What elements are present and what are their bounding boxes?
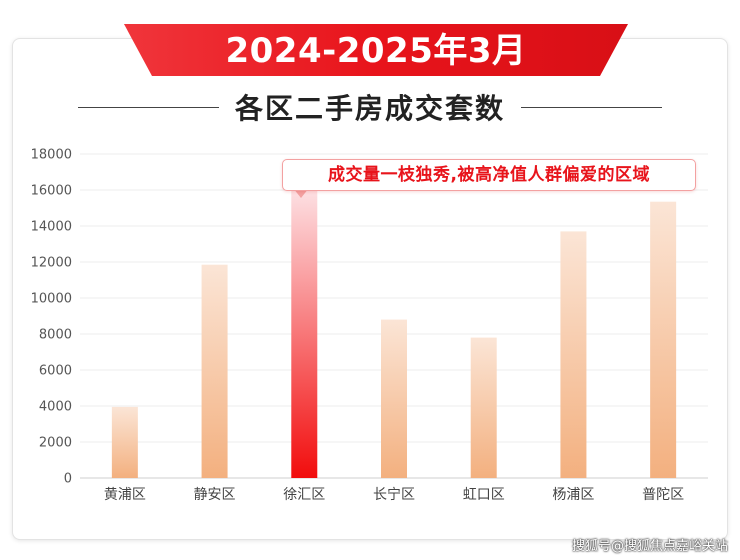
y-tick-label: 8000 (39, 328, 72, 343)
y-tick-label: 16000 (31, 184, 72, 199)
bar (381, 319, 407, 478)
x-axis-ticks: 黄浦区 静安区 徐汇区 长宁区 虹口区 杨浦区 普陀区 (104, 486, 684, 503)
y-tick-label: 14000 (31, 220, 72, 235)
bar (111, 406, 138, 478)
grid-lines (80, 153, 708, 479)
bar (201, 264, 228, 478)
subtitle-right-rule (521, 106, 663, 108)
x-tick-label: 虹口区 (463, 487, 505, 503)
title-ribbon: 2024-2025年3月 (122, 22, 630, 78)
y-tick-label: 18000 (31, 148, 72, 163)
bar (560, 231, 587, 478)
watermark: 搜狐号@搜狐焦点嘉峪关站 (571, 539, 728, 554)
x-tick-label: 长宁区 (373, 486, 415, 503)
y-tick-label: 12000 (31, 256, 72, 271)
bar (291, 190, 318, 478)
ribbon-shape (124, 24, 628, 76)
bar (650, 201, 677, 478)
y-tick-label: 10000 (31, 292, 72, 307)
y-tick-label: 4000 (39, 400, 72, 415)
x-tick-label: 普陀区 (642, 487, 684, 503)
y-tick-label: 2000 (39, 436, 72, 451)
x-tick-label: 徐汇区 (283, 487, 325, 503)
y-tick-label: 6000 (39, 364, 72, 379)
x-tick-label: 杨浦区 (552, 487, 594, 503)
chart-subtitle: 各区二手房成交套数 (235, 92, 506, 125)
subtitle-row: 各区二手房成交套数 (78, 84, 663, 130)
y-axis-ticks: 0 2000 4000 6000 8000 10000 12000 14000 16000 180… (31, 148, 72, 487)
bar (470, 337, 497, 478)
x-tick-label: 静安区 (194, 487, 236, 503)
bars (111, 190, 677, 478)
subtitle-left-rule (78, 106, 219, 108)
y-tick-label: 0 (64, 472, 72, 487)
page-title: 2024-2025年3月 (225, 31, 527, 71)
x-tick-label: 黄浦区 (104, 486, 146, 503)
annotation-callout: 成交量一枝独秀,被高净值人群偏爱的区域 (282, 159, 696, 191)
callout-pointer (293, 188, 309, 198)
